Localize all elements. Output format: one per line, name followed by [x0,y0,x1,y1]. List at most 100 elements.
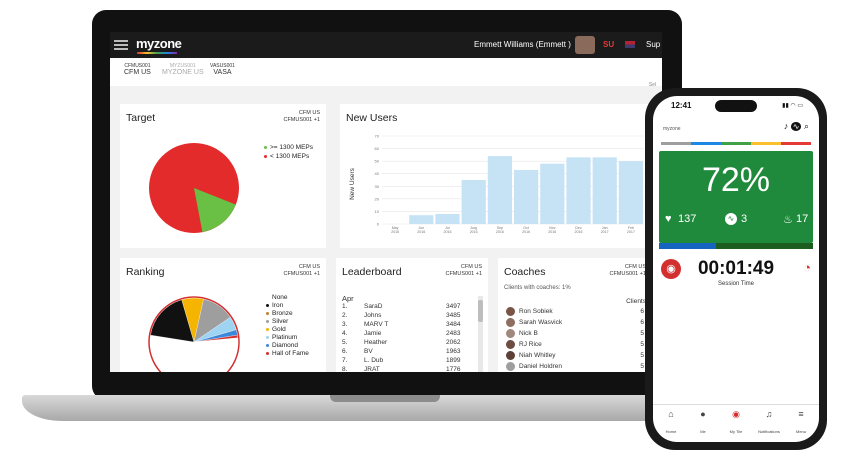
scrollbar-thumb[interactable] [478,300,483,322]
effort-tile[interactable]: 72% ♥ 137 ∿ 3 ♨ 17 [659,151,813,243]
coach-name[interactable]: Daniel Holdren [519,363,562,370]
session-progress-bar [659,243,813,249]
avatar[interactable] [506,329,515,338]
card-title: Target [126,112,156,124]
flag-icon[interactable] [625,41,635,48]
app-logo: myzone [663,126,681,132]
leaderboard-name: Jamie [364,330,382,337]
tag-line: CFMUS001 +1 [609,271,646,277]
avatar[interactable] [506,351,515,360]
bar[interactable] [487,156,512,224]
x-tick-label: 2016 [548,230,556,234]
clients-column-header: Clients [626,298,646,305]
coach-client-count: 6 [640,319,644,326]
leaderboard-score: 3484 [446,321,461,328]
coach-name[interactable]: Nick B [519,330,538,337]
coach-name[interactable]: Ron Sobiek [519,308,553,315]
club-name: MYZONE US [162,69,204,76]
avatar[interactable] [506,318,515,327]
leaderboard-month[interactable]: Apr [342,294,354,303]
legend-entry: Hall of Fame [266,350,309,357]
leaderboard-score: 2062 [446,339,461,346]
nav-menu[interactable]: ≡ Menu [786,409,816,438]
leaderboard-rank: 6. [342,348,348,355]
card-title: Leaderboard [342,266,402,278]
menu-icon: ≡ [798,409,804,419]
music-icon[interactable]: ♪ [783,121,789,131]
new-users-bar-chart: New Users 010203040506070May2016Jun2016J… [349,134,644,234]
bar[interactable] [514,169,539,224]
pie-slice-none[interactable] [160,337,239,372]
club-tab-myzone-us[interactable]: MYZUS001 MYZONE US [162,63,204,76]
leaderboard-score: 3497 [446,303,461,310]
language-selector[interactable]: SU [603,40,615,49]
activity-icon[interactable]: ∿ [790,122,802,131]
gauge-icon[interactable]: ◔ [803,260,811,275]
tag-line: CFM US [298,110,320,116]
x-tick-label: May [392,226,399,230]
y-tick-label: 0 [377,222,380,227]
hamburger-menu-icon[interactable] [114,38,128,52]
legend-entry: Bronze [266,310,293,317]
leaderboard-rank: 4. [342,330,348,337]
calories-value: 17 [796,213,809,225]
coach-client-count: 5 [640,330,644,337]
stop-session-icon[interactable]: ◉ [661,259,681,279]
coach-name[interactable]: RJ Rice [519,341,542,348]
leaderboard-rank: 3. [342,321,348,328]
coach-client-count: 6 [640,308,644,315]
session-timer: 00:01:49 [697,258,775,279]
y-tick-label: 20 [375,196,380,201]
card-tag: CFM US CFMUS001 +1 [283,264,320,278]
leaderboard-rank: 5. [342,339,348,346]
bar[interactable] [435,213,460,224]
leaderboard-name: BV [364,348,373,355]
club-tab-vasa[interactable]: VASUS001 VASA [210,63,235,76]
nav-me[interactable]: ● Me [688,409,718,438]
avatar[interactable] [575,36,595,54]
bar[interactable] [461,180,486,224]
tag-line: CFM US [298,264,320,270]
club-name: VASA [213,69,232,76]
heart-rate-value: 137 [678,213,697,225]
user-name[interactable]: Emmett Williams (Emmett ) [474,40,571,49]
leaderboard-rank: 7. [342,357,348,364]
pie-slice-iron[interactable] [150,299,195,343]
bar[interactable] [540,163,565,224]
new-users-card: New Users New Users 0 10 20 30 40 50 60 70 May 20… [340,104,652,248]
leaderboard-score: 1776 [446,366,461,372]
legend-entry: Silver [266,318,288,325]
select-label: Sel [648,82,656,88]
club-tab-cfm-us[interactable]: CFMUS001 CFM US [124,63,151,76]
coach-name[interactable]: Sarah Wasvick [519,319,563,326]
y-tick-label: 70 [375,134,380,139]
avatar[interactable] [506,307,515,316]
nav-my-tile[interactable]: ◉ My Tile [721,409,751,438]
bar[interactable] [566,157,591,224]
target-card: Target CFM US CFMUS001 +1 >= 1300 MEPs <… [120,104,326,248]
nav-notifications[interactable]: ♫ Notifications [754,409,784,438]
laptop-notch [330,395,440,402]
nav-home[interactable]: ⌂ Home [656,409,686,438]
bar[interactable] [409,215,434,224]
search-icon[interactable]: ⌕ [803,121,809,131]
dashboard-screen: myzone Emmett Williams (Emmett ) SU Sup … [110,32,662,372]
x-tick-label: 2016 [575,230,583,234]
leaderboard-score: 2483 [446,330,461,337]
club-selector-bar: CFMUS001 CFM US MYZUS001 MYZONE US VASUS… [110,58,662,86]
avatar[interactable] [506,340,515,349]
status-time: 12:41 [671,101,692,110]
card-title: Ranking [126,266,165,278]
ranking-pie-chart [148,296,240,372]
bar[interactable] [618,161,643,224]
y-tick-label: 10 [375,209,380,214]
leaderboard-rank: 2. [342,312,348,319]
avatar[interactable] [506,362,515,371]
bar[interactable] [592,157,617,224]
card-title: New Users [346,112,398,124]
support-link[interactable]: Sup [646,40,661,49]
scrollbar[interactable] [478,296,483,372]
coach-name[interactable]: Niah Whitley [519,352,556,359]
leaderboard-name: MARV T [364,321,389,328]
x-tick-label: Jan [602,226,608,230]
